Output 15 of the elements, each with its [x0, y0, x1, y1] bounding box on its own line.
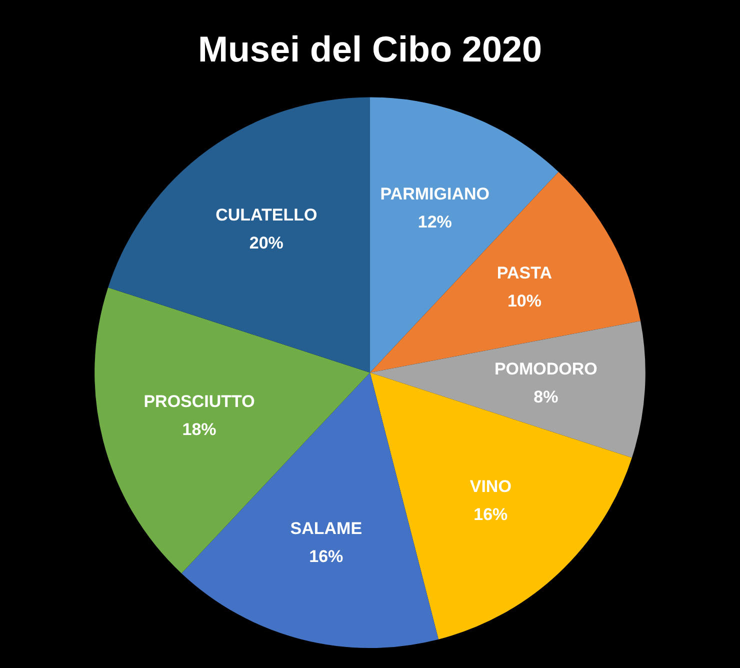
slice-label: PROSCIUTTO — [144, 392, 255, 412]
data-label: 16% — [474, 504, 508, 524]
data-label: 18% — [182, 420, 216, 440]
data-label: 20% — [249, 234, 284, 253]
data-label: 8% — [534, 387, 558, 406]
data-label: 12% — [418, 212, 452, 232]
slice-label: VINO — [470, 476, 512, 496]
slice-label: PARMIGIANO — [380, 184, 490, 204]
slice-label: POMODORO — [494, 359, 598, 378]
chart-title: Musei del Cibo 2020 — [198, 28, 542, 70]
slice-label: SALAME — [290, 519, 362, 538]
slice-label: CULATELLO — [216, 206, 318, 225]
data-label: 16% — [309, 547, 344, 566]
data-label: 10% — [507, 291, 542, 310]
slice-label: PASTA — [496, 263, 552, 282]
